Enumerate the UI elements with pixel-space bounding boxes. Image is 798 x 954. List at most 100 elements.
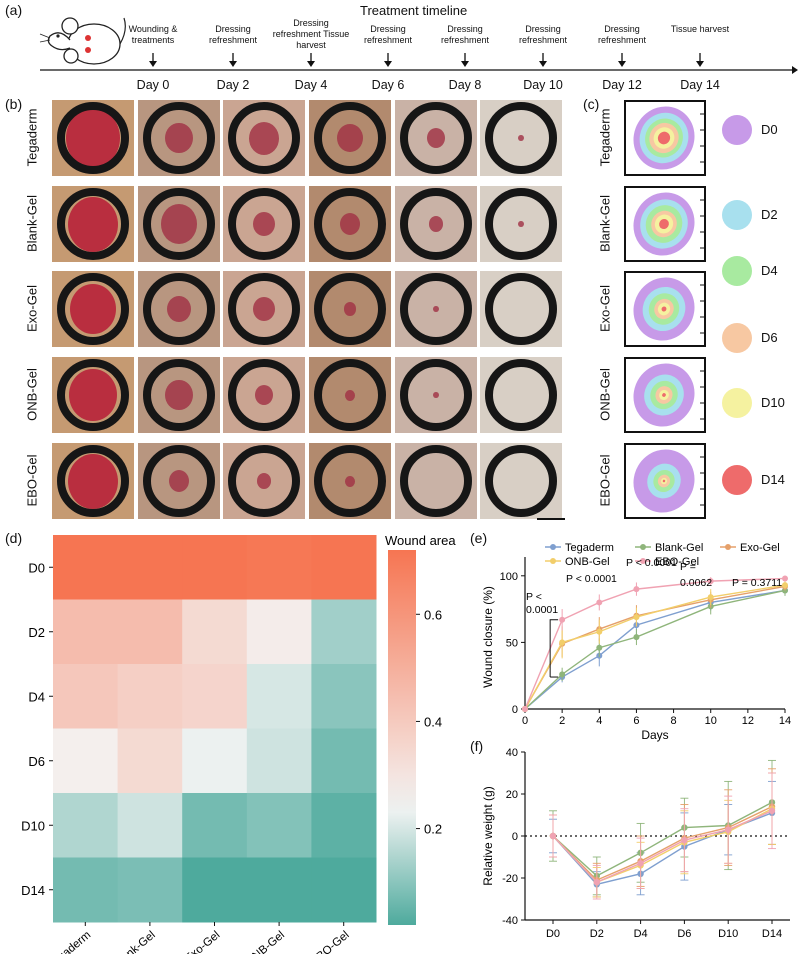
scale-bar (537, 518, 565, 520)
timeline-day-label: Day 10 (523, 78, 563, 92)
heatmap-cell (53, 793, 119, 858)
legend-swatch (722, 256, 752, 286)
data-point (559, 639, 566, 646)
wound-photo (480, 271, 562, 347)
timeline-day-label: Day 0 (136, 78, 170, 92)
wound-trace-D14 (662, 479, 666, 483)
heatmap-column-label: EBO-Gel (309, 929, 352, 954)
wound-trace-D14 (661, 306, 667, 312)
photo-row-label: Blank-Gel (24, 194, 40, 253)
wound-photo (309, 357, 391, 433)
heatmap-column-label: ONB-Gel (244, 929, 287, 954)
y-axis-label: Relative weight (g) (481, 786, 495, 885)
wound-photo (52, 443, 134, 519)
map-row-label: ONB-Gel (597, 368, 613, 421)
heatmap-cell (53, 535, 119, 600)
wound-photo (309, 100, 391, 176)
wound-photo (309, 186, 391, 262)
wound-ring (314, 102, 386, 174)
heatmap-cell (246, 793, 312, 858)
wound-trace-shapes (633, 106, 704, 170)
panel-label-a: (a) (5, 2, 23, 18)
wound-closure-chart: 0 2 4 6 8 10 12 14 0 50 100 Days Wound closure (%) Te… (481, 542, 791, 742)
series-line (524, 589, 786, 710)
wound-ring (485, 445, 557, 517)
timeline-event-label: Wounding & treatments (128, 24, 178, 45)
timeline-event-label: Dressing refreshment (440, 24, 490, 45)
legend-entry: ONB-Gel (565, 556, 610, 568)
x-tick-label: 6 (633, 715, 639, 727)
wound-photo (223, 357, 305, 433)
wound-ring (314, 273, 386, 345)
photo-row-label: ONB-Gel (24, 368, 40, 421)
data-point (768, 807, 776, 814)
heatmap-column-label: Exo-Gel (183, 929, 223, 954)
map-row-label: Tegaderm (597, 108, 613, 167)
wound-area-heatmap: D0 D2 D4 D6 D10 D14 Tegaderm Blank-Gel Exo-Gel ON… (21, 535, 456, 954)
data-point (782, 582, 788, 589)
heatmap-cell (246, 728, 312, 794)
timeline-arrow (696, 53, 704, 67)
x-tick-label: 10 (705, 715, 717, 727)
wound-photo (52, 357, 134, 433)
p-value-annotation: P < 0.0001 (626, 557, 677, 569)
colorbar-tick-label: 0.6 (424, 607, 442, 622)
colorbar-title: Wound area (385, 535, 456, 548)
data-point (559, 671, 566, 678)
y-tick-label: 0 (512, 831, 518, 843)
x-tick-label: 12 (742, 715, 754, 727)
wound-ring (400, 273, 472, 345)
x-tick-label: 0 (522, 715, 528, 727)
data-point (593, 879, 600, 886)
heatmap-cell (117, 664, 183, 729)
data-point (596, 644, 603, 651)
timeline-event-label: Dressing refreshment (208, 24, 258, 45)
timeline-event-label: Dressing refreshment (518, 24, 568, 45)
wound-trace-D14 (659, 218, 669, 230)
wound-ring (228, 273, 300, 345)
y-tick-label: 0 (512, 704, 518, 716)
heatmap-cell (117, 857, 183, 923)
timeline-arrow (307, 53, 315, 67)
timeline-event-label: Dressing refreshment (597, 24, 647, 45)
photo-row-label: Tegaderm (24, 108, 40, 167)
y-tick-label: 40 (506, 747, 518, 759)
wound-trace-D14 (657, 131, 671, 145)
wound-photo (309, 443, 391, 519)
legend-swatch (722, 323, 752, 353)
series-line (552, 812, 773, 886)
wound-ring (228, 445, 300, 517)
heatmap-row-label: D4 (28, 689, 45, 704)
legend-swatch (722, 200, 752, 230)
heatmap-cell (182, 535, 248, 600)
data-point (596, 599, 603, 606)
wound-photo (138, 271, 220, 347)
x-tick-label: 8 (671, 715, 677, 727)
series-line (552, 805, 773, 881)
legend-swatch (722, 388, 752, 418)
y-tick-label: 20 (506, 789, 518, 801)
heatmap-cell (182, 793, 248, 858)
heatmap-row-label: D6 (28, 754, 45, 769)
wound-ring (143, 359, 215, 431)
wound-ring (57, 188, 129, 260)
legend-entry: Blank-Gel (655, 542, 703, 554)
wound-ring (400, 359, 472, 431)
panel-label-f: (f) (470, 738, 484, 754)
timeline-arrow (384, 53, 392, 67)
heatmap-cell (117, 793, 183, 858)
timeline-arrow (461, 53, 469, 67)
wound-trace-map (624, 443, 706, 519)
wound-photo (395, 357, 477, 433)
wound-photo (52, 100, 134, 176)
wound-trace-map (624, 271, 706, 347)
wound-photo (138, 357, 220, 433)
colorbar (388, 550, 416, 925)
wound-photo (138, 443, 220, 519)
wound-trace-shapes (633, 363, 704, 427)
wound-trace-shapes (633, 192, 704, 256)
x-tick-label: D10 (718, 928, 738, 940)
p-value-annotation: P < 0.0001 (566, 573, 617, 585)
wound-ring (143, 445, 215, 517)
legend-label: D14 (761, 472, 785, 487)
